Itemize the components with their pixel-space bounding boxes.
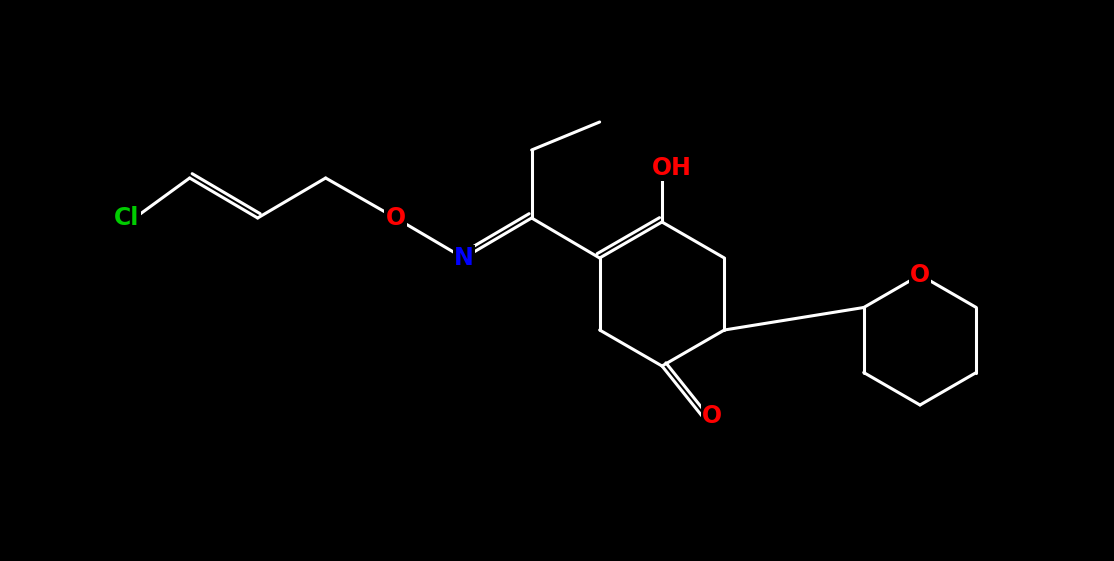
Text: O: O (910, 263, 930, 287)
Text: O: O (385, 206, 405, 230)
Text: O: O (702, 404, 722, 428)
Text: Cl: Cl (114, 206, 139, 230)
Text: N: N (453, 246, 473, 270)
Text: OH: OH (652, 156, 692, 180)
